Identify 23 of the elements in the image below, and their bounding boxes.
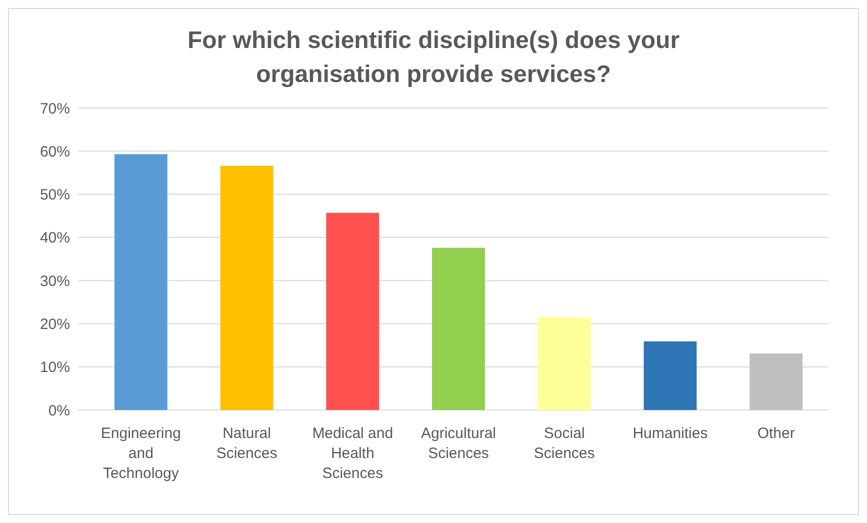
y-tick-label: 0% [48, 402, 70, 420]
y-tick-label: 10% [40, 359, 70, 376]
bar [432, 248, 485, 410]
x-tick-label: Social Sciences [534, 425, 595, 462]
chart-title: For which scientific discipline(s) does your organisation provide services? [187, 27, 680, 88]
bar [750, 353, 803, 410]
x-tick-label: Medical and Health Sciences [312, 425, 394, 482]
bar [538, 317, 591, 410]
x-tick-label: Agricultural Sciences [420, 425, 496, 462]
bar [114, 154, 168, 410]
bar [326, 212, 380, 410]
x-tick-label: Humanities [632, 425, 708, 442]
y-tick-label: 70% [40, 100, 70, 118]
bar [220, 166, 274, 410]
bar [644, 341, 697, 410]
y-tick-label: 50% [40, 186, 70, 204]
x-tick-label: Other [757, 425, 795, 442]
y-tick-label: 30% [40, 272, 70, 290]
x-tick-label: Natural Sciences [216, 425, 278, 462]
y-tick-label: 60% [40, 143, 70, 160]
y-tick-label: 20% [40, 316, 70, 333]
y-tick-label: 40% [40, 230, 70, 247]
x-tick-label: Engineering and Technology [100, 425, 181, 482]
